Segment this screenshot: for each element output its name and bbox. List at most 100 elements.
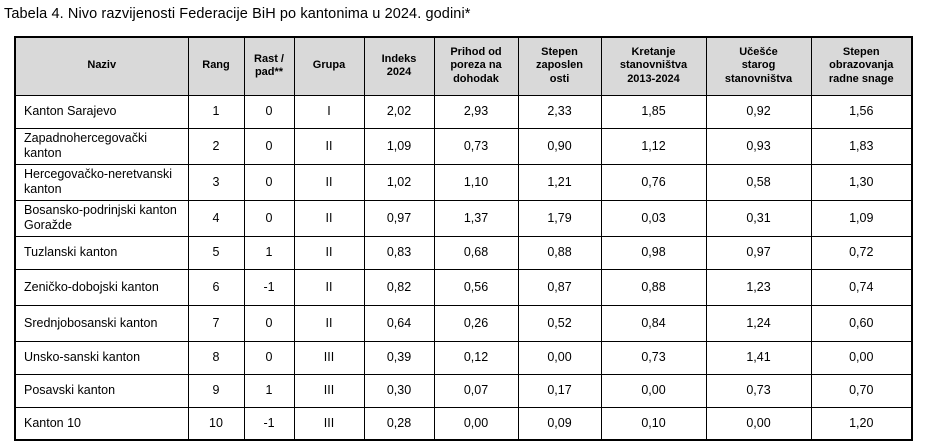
table-cell-rang: 7 — [187, 304, 245, 342]
table-cell-grupa: III — [293, 373, 365, 408]
table-cell-rast-pad: 0 — [243, 199, 295, 237]
table-cell-rast-pad: 1 — [243, 373, 295, 408]
column-header-prihod-od-poreza-na-dohodak: Prihod od poreza na dohodak — [433, 36, 519, 96]
table-cell-rang: 3 — [187, 163, 245, 201]
table-cell-prihod-od-poreza-na-dohodak: 0,68 — [433, 235, 519, 270]
table-cell-rang: 8 — [187, 340, 245, 375]
table-row: Unsko-sanski kanton 8 0 III 0,39 0,12 0,00 0,73… — [14, 340, 913, 375]
table-cell-rang: 5 — [187, 235, 245, 270]
table-cell-stepen-zaposlenosti: 0,09 — [517, 406, 602, 441]
table-cell-prihod-od-poreza-na-dohodak: 0,26 — [433, 304, 519, 342]
table-cell-rast-pad: 0 — [243, 127, 295, 165]
table-cell-stepen-zaposlenosti: 1,79 — [517, 199, 602, 237]
table-header: Naziv Rang Rast / pad** Grupa Indeks 2024 Pri… — [14, 36, 913, 96]
table-cell-grupa: I — [293, 94, 365, 129]
table-cell-rast-pad: 0 — [243, 304, 295, 342]
table-row: Zapadnohercegovački kanton 2 0 II 1,09 0,73 0,… — [14, 127, 913, 165]
table-cell-kretanje-stanovnistva-2013-2024: 0,10 — [600, 406, 707, 441]
table-cell-rang: 1 — [187, 94, 245, 129]
table-cell-kretanje-stanovnistva-2013-2024: 0,73 — [600, 340, 707, 375]
table-cell-naziv: Kanton 10 — [14, 406, 189, 441]
table-cell-kretanje-stanovnistva-2013-2024: 0,03 — [600, 199, 707, 237]
table-cell-indeks-2024: 2,02 — [363, 94, 435, 129]
table-cell-kretanje-stanovnistva-2013-2024: 1,85 — [600, 94, 707, 129]
table-cell-indeks-2024: 1,02 — [363, 163, 435, 201]
table-cell-grupa: III — [293, 340, 365, 375]
table-cell-rast-pad: -1 — [243, 268, 295, 306]
table-cell-stepen-obrazovanja-radne-snage: 1,30 — [810, 163, 913, 201]
table-cell-ucesce-starog-stanovnistva: 1,23 — [705, 268, 812, 306]
table-cell-indeks-2024: 0,39 — [363, 340, 435, 375]
table-cell-naziv: Hercegovačko-neretvanski kanton — [14, 163, 189, 201]
table-cell-ucesce-starog-stanovnistva: 0,73 — [705, 373, 812, 408]
table-row: Kanton Sarajevo 1 0 I 2,02 2,93 2,33 1,85 0,92 1,… — [14, 94, 913, 129]
table-cell-rang: 6 — [187, 268, 245, 306]
table-cell-grupa: II — [293, 304, 365, 342]
table-cell-indeks-2024: 1,09 — [363, 127, 435, 165]
table-cell-stepen-obrazovanja-radne-snage: 1,09 — [810, 199, 913, 237]
table-caption: Tabela 4. Nivo razvijenosti Federacije B… — [4, 6, 471, 22]
table-cell-rast-pad: 0 — [243, 94, 295, 129]
table-cell-naziv: Zapadnohercegovački kanton — [14, 127, 189, 165]
table-cell-naziv: Kanton Sarajevo — [14, 94, 189, 129]
table-cell-rast-pad: 0 — [243, 340, 295, 375]
column-header-grupa: Grupa — [293, 36, 365, 96]
table-cell-stepen-obrazovanja-radne-snage: 1,56 — [810, 94, 913, 129]
development-level-table: Naziv Rang Rast / pad** Grupa Indeks 2024 Pri… — [14, 36, 913, 441]
table-cell-rang: 10 — [187, 406, 245, 441]
table-cell-prihod-od-poreza-na-dohodak: 0,07 — [433, 373, 519, 408]
table-cell-ucesce-starog-stanovnistva: 0,92 — [705, 94, 812, 129]
column-header-naziv: Naziv — [14, 36, 189, 96]
table-cell-grupa: II — [293, 268, 365, 306]
table-cell-grupa: II — [293, 163, 365, 201]
table-cell-stepen-zaposlenosti: 0,17 — [517, 373, 602, 408]
table-cell-grupa: II — [293, 127, 365, 165]
table-cell-indeks-2024: 0,64 — [363, 304, 435, 342]
column-header-rast-pad: Rast / pad** — [243, 36, 295, 96]
table-cell-grupa: II — [293, 199, 365, 237]
column-header-stepen-obrazovanja-radne-snage: Stepen obrazovanja radne snage — [810, 36, 913, 96]
table-row: Tuzlanski kanton 5 1 II 0,83 0,68 0,88 0,98 0,97… — [14, 235, 913, 270]
table-cell-rast-pad: 1 — [243, 235, 295, 270]
table-cell-indeks-2024: 0,83 — [363, 235, 435, 270]
table-cell-stepen-zaposlenosti: 2,33 — [517, 94, 602, 129]
table-cell-stepen-zaposlenosti: 1,21 — [517, 163, 602, 201]
table-cell-naziv: Zeničko-dobojski kanton — [14, 268, 189, 306]
table-row: Hercegovačko-neretvanski kanton 3 0 II 1,02 1… — [14, 163, 913, 201]
table-cell-ucesce-starog-stanovnistva: 1,41 — [705, 340, 812, 375]
column-header-indeks-2024: Indeks 2024 — [363, 36, 435, 96]
table-cell-kretanje-stanovnistva-2013-2024: 0,98 — [600, 235, 707, 270]
table-cell-naziv: Unsko-sanski kanton — [14, 340, 189, 375]
table-cell-ucesce-starog-stanovnistva: 0,58 — [705, 163, 812, 201]
table-cell-kretanje-stanovnistva-2013-2024: 0,76 — [600, 163, 707, 201]
table-row: Kanton 10 10 -1 III 0,28 0,00 0,09 0,10 0,00 1,20 — [14, 406, 913, 441]
table-cell-stepen-obrazovanja-radne-snage: 1,83 — [810, 127, 913, 165]
table-cell-indeks-2024: 0,97 — [363, 199, 435, 237]
table-cell-stepen-zaposlenosti: 0,87 — [517, 268, 602, 306]
table-cell-kretanje-stanovnistva-2013-2024: 0,00 — [600, 373, 707, 408]
table-cell-prihod-od-poreza-na-dohodak: 0,73 — [433, 127, 519, 165]
table-cell-rang: 2 — [187, 127, 245, 165]
table-cell-stepen-obrazovanja-radne-snage: 0,60 — [810, 304, 913, 342]
table-cell-prihod-od-poreza-na-dohodak: 1,10 — [433, 163, 519, 201]
table-cell-rang: 9 — [187, 373, 245, 408]
table-cell-stepen-obrazovanja-radne-snage: 0,00 — [810, 340, 913, 375]
table-cell-naziv: Posavski kanton — [14, 373, 189, 408]
table-cell-kretanje-stanovnistva-2013-2024: 0,88 — [600, 268, 707, 306]
table-cell-grupa: II — [293, 235, 365, 270]
table-cell-ucesce-starog-stanovnistva: 0,93 — [705, 127, 812, 165]
column-header-ucesce-starog-stanovnistva: Učešće starog stanovništva — [705, 36, 812, 96]
table-cell-kretanje-stanovnistva-2013-2024: 1,12 — [600, 127, 707, 165]
table-cell-stepen-zaposlenosti: 0,00 — [517, 340, 602, 375]
column-header-kretanje-stanovnistva-2013-2024: Kretanje stanovništva 2013-2024 — [600, 36, 707, 96]
table-row: Zeničko-dobojski kanton 6 -1 II 0,82 0,56 0,87… — [14, 268, 913, 306]
table-cell-stepen-obrazovanja-radne-snage: 0,70 — [810, 373, 913, 408]
table-cell-naziv: Srednjobosanski kanton — [14, 304, 189, 342]
table-cell-prihod-od-poreza-na-dohodak: 2,93 — [433, 94, 519, 129]
table-cell-ucesce-starog-stanovnistva: 1,24 — [705, 304, 812, 342]
table-row: Posavski kanton 9 1 III 0,30 0,07 0,17 0,00 0,73… — [14, 373, 913, 408]
table-row: Bosansko-podrinjski kanton Goražde 4 0 II 0,… — [14, 199, 913, 237]
table-cell-stepen-obrazovanja-radne-snage: 0,74 — [810, 268, 913, 306]
table-body: Kanton Sarajevo 1 0 I 2,02 2,93 2,33 1,85 0,92 1,… — [14, 94, 913, 441]
